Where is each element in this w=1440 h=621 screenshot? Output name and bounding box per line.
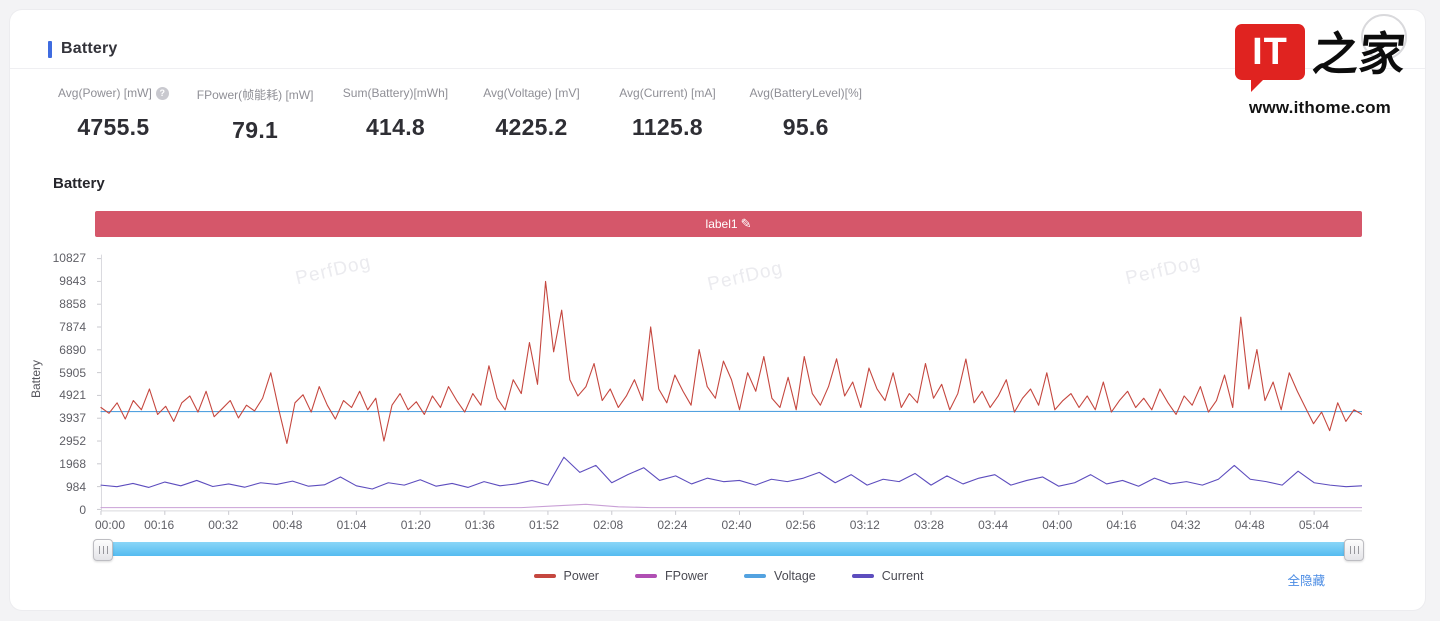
x-axis-tick-label: 04:16 [1106, 518, 1137, 532]
y-axis-tick-label: 4921 [59, 388, 86, 403]
stat-label: FPower(帧能耗) [mW] [197, 86, 314, 103]
legend-color-dash [533, 574, 556, 578]
stat-label-text: Avg(BatteryLevel)[%] [749, 86, 862, 100]
y-axis-tick-label: 2952 [59, 434, 86, 449]
chart-section-title: Battery [53, 175, 105, 192]
stat-value: 1125.8 [632, 114, 703, 140]
ithome-logo: IT 之家 www.ithome.com [1231, 14, 1409, 118]
legend-color-dash [851, 574, 874, 578]
y-axis-tick-labels: 10827 9843 8858 7874 6890 5905 4921 3937 2952 196… [28, 251, 86, 518]
x-axis-tick-label: 01:36 [464, 518, 495, 532]
x-axis-tick-label: 00:16 [144, 518, 175, 532]
stat-label: Sum(Battery)[mWh] [343, 86, 448, 100]
chart-legend: Power FPower Voltage Current [95, 569, 1362, 583]
edit-pencil-icon[interactable]: ✎ [740, 216, 752, 231]
x-axis-tick-label: 01:52 [529, 518, 560, 532]
legend-label: Voltage [774, 569, 816, 583]
y-axis-tick-label: 3937 [59, 411, 86, 426]
x-axis-tick-label: 05:04 [1298, 518, 1329, 532]
legend-item-current[interactable]: Current [851, 569, 924, 583]
y-axis-tick-label: 984 [65, 480, 86, 495]
stat-avg-current: Avg(Current) [mA] 1125.8 [613, 86, 721, 144]
stats-row: Avg(Power) [mW] ? 4755.5 FPower(帧能耗) [mW… [58, 86, 862, 144]
stat-label: Avg(BatteryLevel)[%] [749, 86, 862, 100]
chart-canvas [96, 254, 1363, 515]
ithome-logo-zh-text: 之家 [1310, 27, 1408, 81]
stat-label-text: Avg(Current) [mA] [619, 86, 716, 100]
x-axis-tick-label: 02:40 [721, 518, 752, 532]
stat-label: Avg(Power) [mW] ? [58, 86, 169, 100]
stat-value: 4755.5 [77, 114, 150, 140]
stat-sum-battery: Sum(Battery)[mWh] 414.8 [341, 86, 449, 144]
stat-label: Avg(Voltage) [mV] [483, 86, 580, 100]
y-axis-tick-label: 7874 [59, 319, 86, 334]
stat-avg-voltage: Avg(Voltage) [mV] 4225.2 [477, 86, 585, 144]
help-icon[interactable]: ? [155, 86, 169, 100]
x-axis-tick-label: 03:44 [978, 518, 1009, 532]
legend-label: Power [563, 569, 599, 583]
stat-value: 414.8 [365, 114, 425, 140]
x-axis-tick-label: 04:32 [1170, 518, 1201, 532]
stat-value: 79.1 [232, 117, 279, 143]
stat-avg-battery-level: Avg(BatteryLevel)[%] 95.6 [749, 86, 862, 144]
y-axis-tick-label: 5905 [59, 365, 86, 380]
y-axis-tick-label: 10827 [52, 251, 86, 265]
panel-header: Battery [48, 40, 118, 58]
title-accent-bar [48, 40, 52, 58]
stat-fpower: FPower(帧能耗) [mW] 79.1 [197, 86, 314, 144]
stat-value: 4225.2 [495, 114, 568, 140]
x-axis-tick-label: 00:32 [208, 518, 239, 532]
stat-value: 95.6 [782, 114, 829, 140]
x-axis-tick-label: 02:08 [593, 518, 624, 532]
x-axis-tick-label: 02:24 [657, 518, 688, 532]
datazoom-left-handle[interactable] [93, 539, 113, 561]
header-divider [10, 68, 1425, 69]
y-axis-tick-label: 1968 [59, 457, 86, 472]
stat-label-text: Avg(Voltage) [mV] [483, 86, 580, 100]
stat-label: Avg(Current) [mA] [619, 86, 715, 100]
y-axis-tick-label: 8858 [59, 296, 86, 311]
x-axis-tick-label: 02:56 [785, 518, 816, 532]
battery-panel: Battery Avg(Power) [mW] ? 4755.5 FPower(… [10, 10, 1425, 610]
y-axis-tick-label: 9843 [59, 273, 86, 288]
battery-line-chart[interactable]: PerfDog PerfDog PerfDog [95, 252, 1363, 518]
legend-item-voltage[interactable]: Voltage [744, 569, 816, 583]
ithome-logo-mark: IT [1235, 24, 1305, 92]
x-axis-tick-label: 03:12 [849, 518, 880, 532]
stat-label-text: Sum(Battery)[mWh] [342, 86, 449, 100]
logo-circle-decoration [1361, 14, 1407, 60]
legend-color-dash [634, 574, 657, 578]
x-axis-tick-label: 04:48 [1234, 518, 1265, 532]
page-title: Battery [61, 40, 118, 57]
label-tag-text: label1 [705, 217, 738, 231]
legend-label: Current [881, 569, 924, 583]
chart-label-bar[interactable]: label1 ✎ [95, 211, 1362, 237]
legend-item-fpower[interactable]: FPower [634, 569, 709, 583]
stat-avg-power: Avg(Power) [mW] ? 4755.5 [58, 86, 169, 144]
ithome-logo-url: www.ithome.com [1249, 98, 1391, 117]
legend-item-power[interactable]: Power [533, 569, 599, 583]
ithome-logo-it-text: IT [1252, 30, 1288, 73]
x-axis-tick-label: 00:48 [272, 518, 303, 532]
y-axis-tick-label: 0 [79, 503, 86, 517]
legend-label: FPower [664, 569, 709, 583]
x-axis-tick-labels: 00:00 00:16 00:32 00:48 01:04 01:20 01:36 01:52… [95, 518, 1362, 534]
y-axis-tick-label: 6890 [59, 342, 86, 357]
x-axis-tick-label: 01:20 [400, 518, 431, 532]
datazoom-right-handle[interactable] [1344, 539, 1364, 561]
legend-color-dash [744, 574, 767, 578]
stat-label-text: FPower(帧能耗) [mW] [196, 88, 314, 102]
hide-all-link[interactable]: 全隐藏 [1287, 574, 1325, 588]
x-axis-tick-label: 00:00 [95, 518, 126, 532]
datazoom-slider[interactable] [93, 539, 1364, 561]
x-axis-tick-label: 03:28 [913, 518, 944, 532]
x-axis-tick-label: 01:04 [336, 518, 367, 532]
stat-label-text: Avg(Power) [mW] [58, 86, 152, 100]
x-axis-tick-label: 04:00 [1042, 518, 1073, 532]
